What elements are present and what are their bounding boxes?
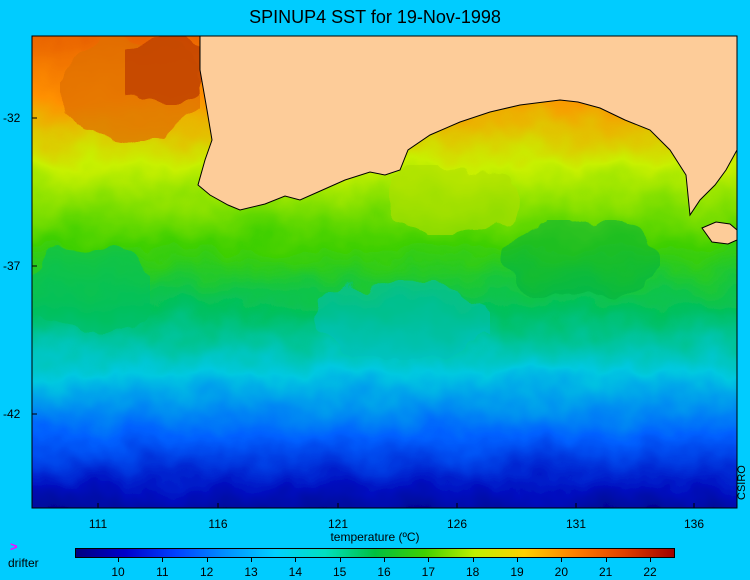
colorbar-tick-mark: [251, 558, 252, 562]
colorbar-tick-label: 19: [510, 565, 524, 579]
colorbar-tick-label: 16: [377, 565, 391, 579]
colorbar-tick-mark: [118, 558, 119, 562]
australia-land: [197, 36, 737, 217]
colorbar-label: temperature (ºC): [330, 530, 420, 544]
warm-eddy: [125, 36, 205, 105]
colorbar-tick-mark: [384, 558, 385, 562]
colorbar-tick-mark: [472, 558, 474, 562]
colorbar-tick-label: 20: [554, 565, 568, 579]
cool-eddy: [310, 280, 490, 360]
cool-eddy: [32, 245, 150, 335]
colorbar-tick-mark: [561, 558, 563, 562]
cool-eddy: [500, 220, 660, 300]
drifter-marker-icon: >: [10, 539, 18, 554]
colorbar-tick-label: 14: [288, 565, 302, 579]
map-title: SPINUP4 SST for 19-Nov-1998: [249, 7, 501, 27]
colorbar-tick-mark: [650, 558, 651, 562]
colorbar-tick-mark: [206, 558, 208, 562]
colorbar-tick-label: 10: [111, 565, 125, 579]
colorbar-tick-mark: [339, 558, 341, 562]
colorbar-tick-mark: [295, 558, 297, 562]
y-tick-label: -42: [3, 407, 21, 421]
colorbar-tick-mark: [162, 558, 164, 562]
x-tick-label: 111: [88, 517, 108, 531]
x-tick-label: 121: [327, 517, 349, 531]
colorbar-tick-label: 15: [332, 565, 347, 579]
colorbar-tick-label: 21: [598, 565, 613, 579]
y-tick-label: -37: [3, 259, 21, 273]
colorbar-tick-mark: [517, 558, 518, 562]
credit-label: CSIRO: [736, 465, 748, 500]
x-tick-label: 136: [683, 517, 705, 531]
x-tick-label: 131: [565, 517, 587, 531]
colorbar-tick-mark: [605, 558, 607, 562]
y-tick-label: -32: [3, 111, 21, 125]
colorbar-tick-label: 11: [156, 565, 169, 579]
x-tick-label: 116: [208, 517, 228, 531]
warm-eddy: [380, 165, 520, 235]
colorbar: [75, 548, 675, 558]
colorbar-tick-label: 13: [244, 565, 258, 579]
colorbar-tick-label: 17: [421, 565, 435, 579]
colorbar-tick-label: 12: [199, 565, 214, 579]
colorbar-tick-label: 22: [643, 565, 657, 579]
x-tick-label: 126: [446, 517, 468, 531]
colorbar-tick-mark: [428, 558, 430, 562]
tasmania-land: [701, 221, 737, 245]
drifter-legend-label: drifter: [8, 556, 39, 570]
colorbar-tick-label: 18: [465, 565, 480, 579]
